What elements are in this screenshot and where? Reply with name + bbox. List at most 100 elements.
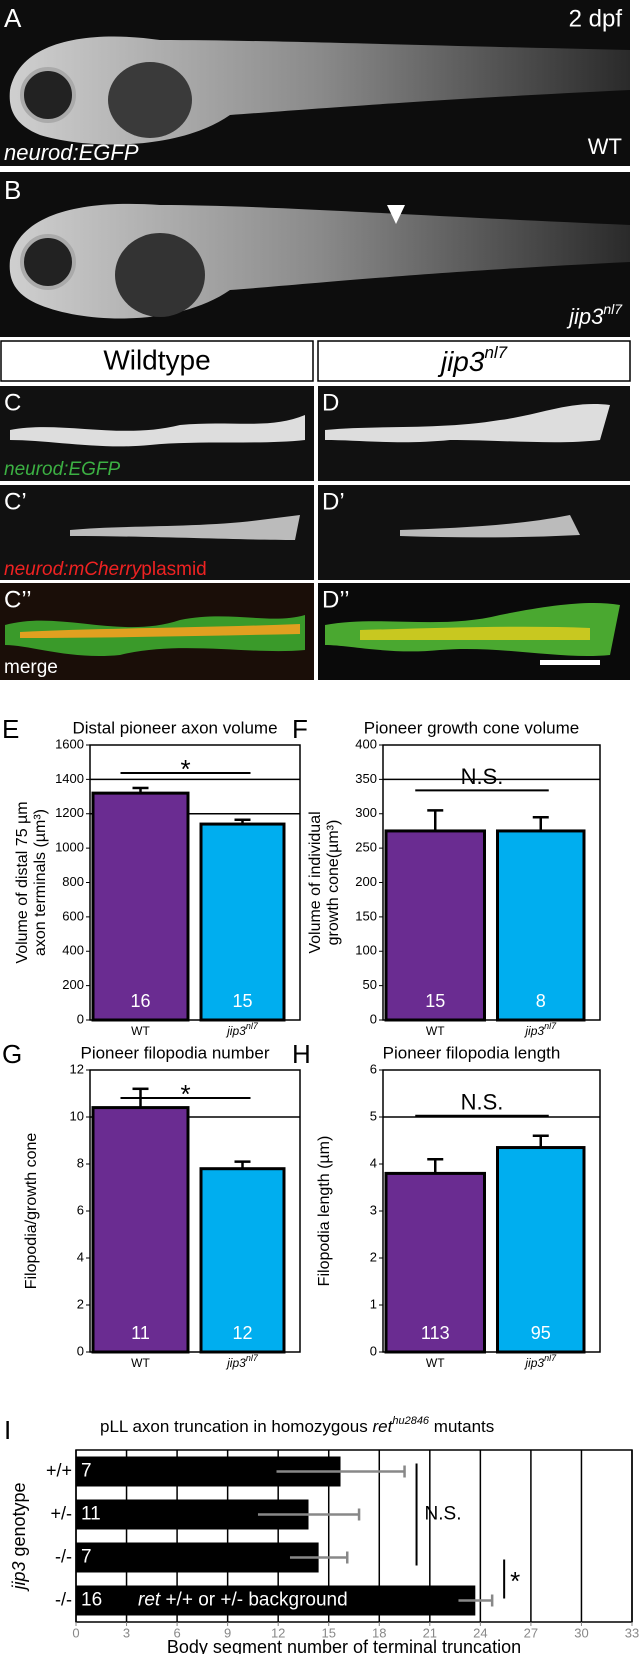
x-tick-label: 12 [271, 1625, 285, 1640]
header-box [0, 340, 314, 382]
bar [199, 1167, 286, 1354]
panel-label: B [4, 175, 21, 205]
axon-yellow [360, 626, 590, 640]
stage-label: 2 dpf [569, 5, 623, 32]
bar [384, 829, 486, 1022]
y-tick-label: 1400 [55, 771, 84, 786]
y-tick-label: -/- [55, 1589, 72, 1609]
panel-label: C [4, 389, 21, 416]
x-tick-label: jip3nl7 [225, 1021, 259, 1038]
y-axis-label: growth cone(µm³) [325, 820, 342, 946]
x-tick-label: jip3nl7 [225, 1353, 259, 1370]
y-tick-label: 50 [363, 977, 377, 992]
n-label: 113 [421, 1323, 450, 1343]
x-tick-label: 0 [72, 1625, 79, 1640]
x-tick-label: 27 [524, 1625, 538, 1640]
y-tick-label: 4 [370, 1155, 377, 1170]
genotype-label: jip3nl7 [566, 301, 623, 329]
x-tick-label: 18 [372, 1625, 386, 1640]
yolk [115, 233, 205, 317]
y-tick-label: 300 [355, 805, 377, 820]
bar [384, 1171, 486, 1354]
x-tick-label: 9 [224, 1625, 231, 1640]
panel-label: G [2, 1039, 22, 1069]
panel-label: I [4, 1415, 11, 1445]
y-tick-label: 0 [370, 1011, 377, 1026]
marker-label: merge [4, 657, 58, 678]
bar [199, 822, 286, 1022]
n-label: 7 [81, 1547, 92, 1568]
x-tick-label: 15 [321, 1625, 335, 1640]
y-tick-label: 2 [77, 1296, 84, 1311]
y-axis-label: Filopodia length (µm) [316, 1136, 333, 1287]
n-label: 8 [536, 991, 546, 1011]
y-tick-label: 1000 [55, 840, 84, 855]
chart-title: pLL axon truncation in homozygous rethu2… [100, 1415, 494, 1437]
eye [20, 67, 76, 123]
panels-cd: C neurod:EGFP C’ neurod:mCherryplasmid C… [0, 386, 630, 680]
category: jip3 [225, 1356, 246, 1370]
axon [325, 403, 610, 443]
title-italic: ret [373, 1417, 394, 1436]
panel-a: A 2 dpf neurod:EGFP WT [0, 0, 630, 166]
bar [91, 1106, 190, 1354]
y-tick-label: 1 [370, 1296, 377, 1311]
arrowhead [387, 205, 405, 224]
genotype-sup: nl7 [603, 301, 623, 317]
n-label: 15 [425, 991, 445, 1011]
y-tick-label: 10 [70, 1108, 84, 1123]
panel-label: C’ [4, 488, 27, 515]
y-tick-label: 250 [355, 840, 377, 855]
n-label: 11 [131, 1323, 150, 1343]
y-axis-label: Volume of individual [307, 811, 324, 953]
n-label: 16 [130, 991, 150, 1011]
x-tick-label: jip3nl7 [523, 1021, 557, 1038]
n-label: 7 [81, 1461, 92, 1482]
n-label: 95 [531, 1323, 551, 1343]
panel-label: H [292, 1039, 311, 1069]
x-tick-label: 33 [625, 1625, 639, 1640]
significance-label: N.S. [425, 1504, 462, 1525]
marker-label: neurod:mCherryplasmid [4, 559, 207, 580]
panel-label: A [4, 3, 22, 33]
y-tick-label: 6 [77, 1202, 84, 1217]
x-tick-label: WT [131, 1024, 150, 1038]
y-tick-label: 400 [62, 943, 84, 958]
title-end: mutants [429, 1417, 494, 1436]
marker-label: neurod:EGFP [4, 459, 120, 480]
genotype-label: WT [588, 134, 622, 159]
genotype: jip3 [566, 304, 604, 329]
axon [400, 515, 580, 538]
y-tick-label: -/- [55, 1546, 72, 1566]
panel-label: D [322, 389, 339, 416]
category-sup: nl7 [246, 1021, 259, 1031]
chart-title: Distal pioneer axon volume [72, 718, 277, 737]
y-tick-label: 400 [355, 736, 377, 751]
panel-label: E [2, 714, 19, 744]
y-tick-label: 800 [62, 874, 84, 889]
y-tick-label: 4 [77, 1249, 84, 1264]
axon-red [20, 624, 300, 638]
y-axis-label: jip3 genotype [9, 1482, 29, 1592]
panel-b: B jip3nl7 [0, 172, 630, 337]
bar [76, 1585, 476, 1616]
marker: neurod:mCherry [4, 559, 143, 580]
significance-label: N.S. [461, 1090, 504, 1115]
y-tick-label: 0 [370, 1343, 377, 1358]
x-tick-label: WT [426, 1024, 445, 1038]
y-tick-label: 350 [355, 771, 377, 786]
significance-label: * [180, 1079, 190, 1109]
x-axis-label: Body segment number of terminal truncati… [167, 1637, 521, 1654]
x-tick-label: 3 [123, 1625, 130, 1640]
category-sup: nl7 [246, 1353, 259, 1363]
header-sup: nl7 [484, 343, 507, 362]
yolk [108, 62, 192, 138]
n-label: 15 [232, 991, 252, 1011]
category: WT [131, 1356, 150, 1370]
y-tick-label: 150 [355, 908, 377, 923]
n-label: 12 [232, 1323, 252, 1343]
title-start: pLL axon truncation in homozygous [100, 1417, 373, 1436]
y-axis-label: axon terminals (µm³) [32, 809, 49, 956]
n-label: 11 [81, 1504, 101, 1525]
y-tick-label: 600 [62, 908, 84, 923]
